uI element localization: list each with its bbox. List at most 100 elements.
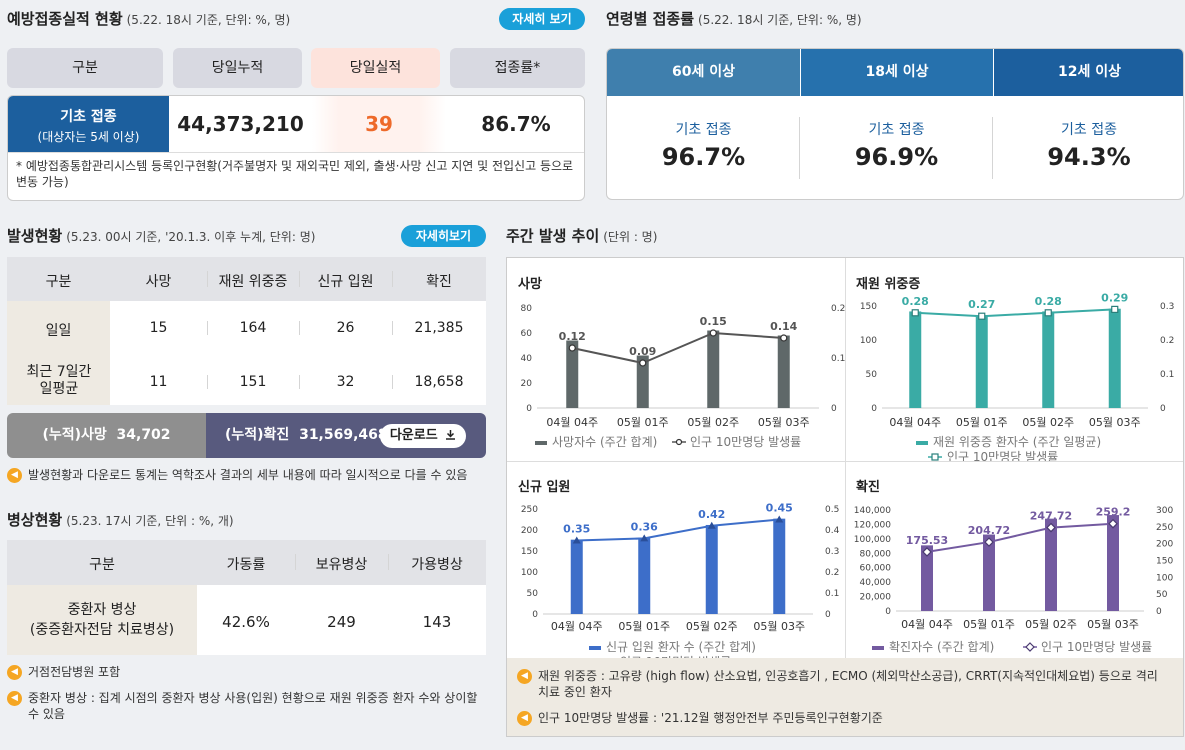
chart-icu-legend-line: 인구 10만명당 발생률 (947, 450, 1058, 461)
occ-daily-admission: 26 (336, 320, 355, 336)
chart-death-xtick: 05월 02주 (687, 416, 739, 429)
chart-admission-y2tick: 0.2 (825, 568, 839, 578)
tab-60-plus[interactable]: 60세 이상 (607, 49, 800, 96)
vacc-footnote: * 예방접종통합관리시스템 등록인구현황(거주불명자 및 재외국민 제외, 출생… (16, 159, 574, 189)
chart-death-ytick: 40 (521, 354, 533, 364)
tab-12-plus[interactable]: 12세 이상 (993, 49, 1183, 96)
chart-icu-point (978, 312, 986, 320)
chart-icu-legend-bar: 재원 위중증 환자수 (주간 일평균) (933, 435, 1101, 449)
chart-confirmed-legend-marker (1025, 642, 1035, 652)
vacc-daily-value: 39 (312, 96, 446, 152)
chart-confirmed-legend-bar-swatch (872, 646, 884, 650)
chart-confirmed: 확진 0 20,000 40,000 60,000 80,000 100,000 120,0… (846, 462, 1183, 658)
chart-admission-ytick: 0 (532, 610, 538, 620)
chart-icu-y2tick: 0.2 (1160, 336, 1174, 346)
chart-death-legend-bar-swatch (535, 441, 547, 445)
chart-admission-point (707, 521, 716, 529)
occ-7day-confirmed: 18,658 (414, 374, 464, 390)
chart-admission-bar (570, 539, 583, 614)
chart-icu-legend-bar-swatch (916, 441, 928, 445)
chart-death-svg: 0 20 40 60 80 0 0.1 0.2 04월 04주 05월 01주 05월 02주 05월… (521, 304, 845, 449)
chart-confirmed-xtick: 05월 03주 (1087, 618, 1139, 631)
beds-available-value: 143 (422, 613, 452, 631)
chart-icu-xtick: 04월 04주 (889, 416, 941, 429)
chart-admission-svg: 0 50 100 150 200 250 0 0.1 0.2 0.3 0.4 0.5 04월 04주 05… (521, 502, 840, 659)
chart-admission-bar (638, 537, 651, 614)
chart-admission-xtick: 05월 03주 (753, 620, 805, 633)
chart-admission-point (775, 515, 784, 523)
chart-admission-point (640, 534, 649, 542)
chart-admission-ytick: 250 (521, 505, 538, 515)
beds-header-utilization: 가동률 (226, 557, 266, 573)
occurrence-title: 발생현황 (5.23. 00시 기준, '20.1.3. 이후 누계, 단위: 명… (7, 227, 316, 245)
chart-icu-y2tick: 0.1 (1160, 370, 1174, 380)
chart-admission-legend-bar-swatch (589, 646, 601, 650)
weekly-charts-panel: 사망 0 20 40 60 80 0 0.1 0.2 04월 04주 05월 01주 05월 02주… (506, 257, 1184, 737)
occ-row-7day-label: 최근 7일간 일평균 (26, 364, 92, 397)
chart-icu-legend-marker (931, 453, 939, 461)
chart-icu-point (1044, 309, 1052, 317)
age-rate-item-60: 기초 접종 96.7% (661, 122, 746, 171)
chart-confirmed-svg: 0 20,000 40,000 60,000 80,000 100,000 120,000 1… (854, 506, 1174, 654)
chart-admission-data-label: 0.45 (766, 502, 793, 515)
chart-confirmed-point (1046, 522, 1056, 533)
occ-header-admission: 신규 입원 (317, 274, 374, 290)
chart-confirmed-point (1108, 518, 1118, 529)
download-icon (446, 430, 456, 440)
chart-confirmed-xtick: 05월 02주 (1025, 618, 1077, 631)
occ-daily-confirmed: 21,385 (414, 320, 464, 336)
chart-confirmed-data-label: 204.72 (968, 524, 1010, 537)
occ-7day-death: 11 (149, 374, 168, 390)
chart-death-y2tick: 0.1 (831, 354, 845, 364)
chart-confirmed-data-label: 259.2 (1096, 506, 1131, 519)
chart-admission-bar (773, 518, 786, 614)
chart-admission-legend-bar: 신규 입원 환자 수 (주간 합계) (606, 640, 756, 654)
beds-header-available: 가용병상 (411, 557, 463, 573)
chart-death-bar (777, 335, 790, 408)
chart-admission-point (572, 536, 581, 544)
beds-owned-value: 249 (327, 613, 356, 631)
chart-confirmed-line (926, 522, 1114, 553)
cumulative-death: (누적)사망 34,702 (7, 413, 206, 458)
chart-admission-y2tick: 0 (825, 610, 831, 620)
chart-death-title: 사망 (518, 277, 542, 292)
chart-admission: 신규 입원 0 50 100 150 200 250 0 0.1 0.2 0.3 0.4 0.5 04월… (507, 462, 845, 658)
occurrence-detail-button[interactable]: 자세히보기 (401, 225, 486, 247)
chart-admission-y2tick: 0.1 (825, 589, 839, 599)
chart-confirmed-ytick: 40,000 (860, 578, 892, 588)
chart-icu-bar (1042, 311, 1055, 408)
chart-icu-title: 재원 위중증 (856, 277, 921, 292)
chart-death-point (780, 334, 788, 342)
chart-confirmed-y2tick: 300 (1156, 506, 1173, 516)
age-rate-item-12: 기초 접종 94.3% (1047, 122, 1131, 171)
chart-admission-data-label: 0.35 (563, 523, 590, 536)
chart-icu-xtick: 05월 01주 (956, 416, 1008, 429)
chart-icu-line (915, 308, 1115, 318)
occ-header-death: 사망 (145, 274, 172, 290)
chart-admission-legend-line: 인구 10만명당 발생률 (620, 655, 731, 658)
chart-admission-ytick: 100 (521, 568, 538, 578)
chart-death-ytick: 20 (521, 379, 533, 389)
chart-confirmed-legend-line: 인구 10만명당 발생률 (1041, 640, 1152, 654)
age-rate-item-18: 기초 접종 96.9% (854, 122, 939, 171)
chart-death-data-label: 0.14 (770, 320, 797, 333)
chart-confirmed-data-label: 247.72 (1030, 510, 1072, 523)
chart-death-bar (636, 355, 649, 408)
chart-icu-ytick: 0 (871, 404, 877, 414)
chart-admission-xtick: 05월 02주 (686, 620, 738, 633)
download-button[interactable]: 다운로드 (380, 424, 466, 448)
beds-table: 구분 가동률 보유병상 가용병상 중환자 병상 (중증환자전담 치료병상) 42.… (7, 540, 486, 655)
chart-icu-y2tick: 0.3 (1160, 302, 1174, 312)
tab-18-plus[interactable]: 18세 이상 (800, 49, 993, 96)
chart-death-y2tick: 0.2 (831, 304, 845, 314)
chart-confirmed-y2tick: 200 (1156, 540, 1173, 550)
chart-death-point (639, 359, 647, 367)
vaccination-detail-button[interactable]: 자세히 보기 (499, 8, 585, 30)
vaccination-card: 기초 접종 (대상자는 5세 이상) 44,373,210 39 86.7% *… (7, 95, 585, 201)
chart-death-data-label: 0.12 (559, 330, 586, 343)
vacc-rate-value: 86.7% (481, 112, 551, 136)
chart-confirmed-ytick: 60,000 (860, 564, 892, 574)
chart-admission-bar (705, 524, 718, 614)
chart-confirmed-bar (1045, 518, 1057, 611)
chart-admission-ytick: 50 (527, 589, 539, 599)
